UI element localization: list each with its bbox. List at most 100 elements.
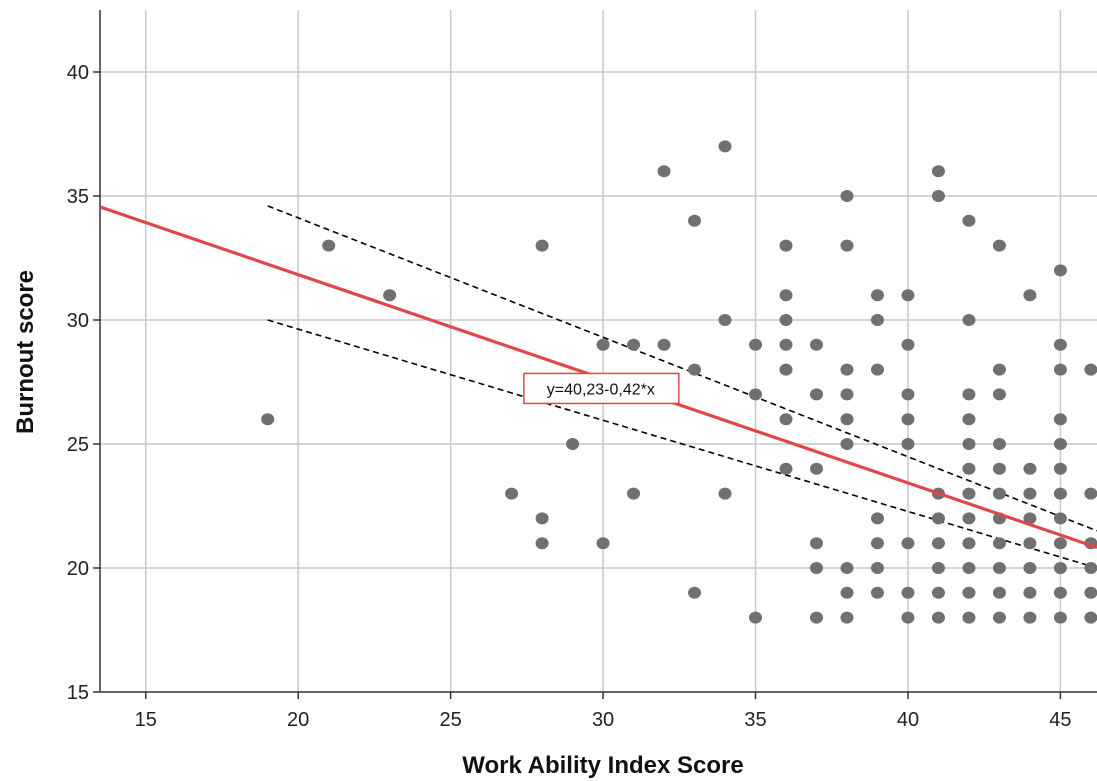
data-point [779,413,793,426]
data-point [840,438,854,450]
data-point [840,239,854,252]
data-point [505,487,519,500]
data-point [688,363,702,376]
axes [93,10,1097,699]
data-point [962,214,976,227]
data-point [1084,586,1097,599]
x-tick-label: 35 [744,709,766,731]
data-point [779,239,793,252]
data-point [931,165,945,178]
data-point [779,314,793,326]
data-point [1053,487,1067,500]
data-point [962,462,976,475]
x-tick-label: 20 [287,709,309,731]
data-point [627,338,641,351]
data-point [749,338,763,351]
data-point [840,363,854,376]
data-point [992,462,1006,475]
data-point [718,487,732,500]
data-point [1023,586,1037,599]
data-point [962,314,976,326]
x-tick-label: 15 [135,709,157,731]
data-point [901,611,915,624]
data-point [962,438,976,450]
data-point [962,537,976,550]
data-point [931,190,945,202]
data-point [1023,537,1037,550]
data-point [962,586,976,599]
ci-line-upper [267,205,1097,532]
data-point [1053,338,1067,351]
data-point [779,338,793,351]
data-point [779,462,793,475]
data-point [901,289,915,302]
data-point [992,611,1006,624]
data-point [931,586,945,599]
equation-label-box [523,372,680,405]
data-point [901,413,915,426]
data-point [1053,264,1067,277]
data-point [992,363,1006,376]
data-point [962,388,976,401]
data-point [749,611,763,624]
tick-labels: 15 20 25 30 35 40 45 15 20 25 30 35 40 [67,62,1072,731]
data-point [1023,562,1037,574]
data-point [809,388,823,401]
data-point [809,537,823,550]
data-point [809,611,823,624]
data-point [901,586,915,599]
fit-line-group: y=40,23-0,42*x [99,205,1097,550]
y-tick-label: 40 [67,62,89,84]
data-point [840,562,854,574]
data-points [261,140,1097,624]
data-point [1023,289,1037,302]
data-point [1084,363,1097,376]
x-tick-label: 40 [897,709,919,731]
data-point [840,413,854,426]
ci-line-lower [267,319,1097,569]
data-point [931,512,945,525]
y-tick-label: 30 [67,310,89,332]
data-point [657,338,671,351]
data-point [535,239,549,252]
data-point [962,611,976,624]
data-point [718,314,732,326]
data-point [870,314,884,326]
data-point [992,438,1006,450]
data-point [870,363,884,376]
data-point [1053,586,1067,599]
data-point [992,388,1006,401]
data-point [322,239,336,252]
x-tick-label: 25 [440,709,462,731]
data-point [809,562,823,574]
data-point [809,462,823,475]
data-point [535,512,549,525]
data-point [901,338,915,351]
data-point [1023,462,1037,475]
data-point [840,586,854,599]
data-point [870,512,884,525]
data-point [1053,512,1067,525]
data-point [1053,438,1067,450]
data-point [1053,363,1067,376]
data-point [870,562,884,574]
data-point [840,611,854,624]
data-point [596,537,610,550]
data-point [931,562,945,574]
data-point [992,239,1006,252]
data-point [992,562,1006,574]
y-tick-label: 25 [67,434,89,456]
data-point [962,413,976,426]
y-axis-title: Burnout score [12,270,39,434]
data-point [870,289,884,302]
data-point [901,438,915,450]
data-point [688,214,702,227]
data-point [566,438,580,450]
data-point [931,537,945,550]
grid [100,10,1097,692]
confidence-band [267,205,1097,569]
data-point [657,165,671,178]
data-point [870,586,884,599]
data-point [992,537,1006,550]
